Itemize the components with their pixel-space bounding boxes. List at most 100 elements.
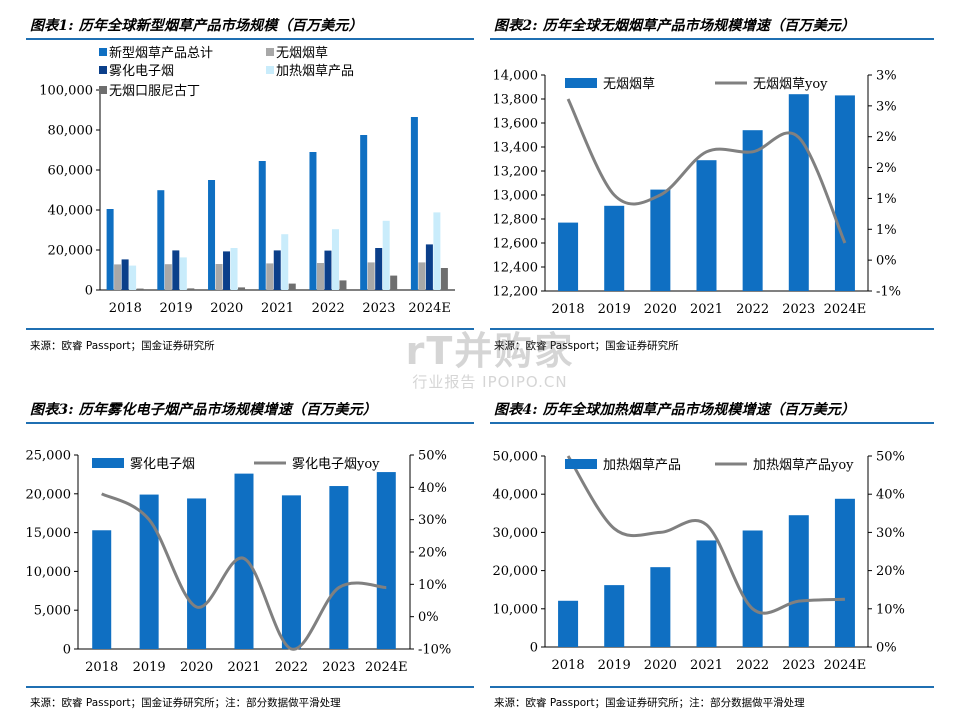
- chart2-y2tick-label: 2%: [876, 130, 897, 145]
- chart4-y2tick-label: 10%: [876, 602, 905, 617]
- chart3-ytick-label: 10,000: [26, 565, 72, 580]
- chart3-xtick-label: 2022: [275, 660, 308, 675]
- chart3-xtick-label: 2018: [85, 660, 118, 675]
- chart2-legend-bar-label: 无烟烟草: [603, 77, 655, 92]
- chart4-legend-bar-swatch: [565, 459, 597, 469]
- chart1-bar-4: [390, 275, 398, 290]
- panel2-source: 来源：欧睿 Passport；国金证券研究所: [494, 340, 679, 352]
- chart4-ytick-label: 10,000: [493, 602, 539, 617]
- chart2-xtick-label: 2022: [736, 302, 769, 317]
- panel1-title: 图表1: 历年全球新型烟草产品市场规模（百万美元）: [30, 18, 363, 34]
- chart4-xtick-label: 2024E: [824, 658, 867, 673]
- chart1-ytick-label: 60,000: [48, 164, 94, 179]
- chart4-y2tick-label: 50%: [876, 450, 905, 465]
- chart1-bar-2: [172, 250, 180, 290]
- chart2-ytick-label: 12,400: [493, 261, 539, 276]
- chart1-bar-1: [367, 262, 375, 290]
- chart4-y2tick-label: 40%: [876, 488, 905, 503]
- chart2-xtick-label: 2021: [690, 302, 723, 317]
- chart1-bar-3: [230, 248, 238, 290]
- chart4-bar: [558, 600, 579, 647]
- chart2-bar: [742, 130, 763, 291]
- chart4-xtick-label: 2018: [552, 658, 585, 673]
- panel1-source-rule: [26, 328, 474, 330]
- panel3-source-rule: [26, 686, 474, 688]
- chart2-y2tick-label: 3%: [876, 99, 897, 114]
- chart1-bar-1: [215, 264, 223, 290]
- chart1-ytick-label: 80,000: [48, 124, 94, 139]
- chart3-y2tick-label: -10%: [418, 643, 451, 658]
- chart3-legend-bar-label: 雾化电子烟: [130, 457, 195, 472]
- chart4-yoy-line: [566, 455, 845, 615]
- chart3-y2tick-label: 20%: [418, 546, 447, 561]
- chart2-ytick-label: 13,400: [493, 141, 539, 156]
- chart2-bar: [834, 95, 855, 292]
- chart2-ytick-label: 12,800: [493, 213, 539, 228]
- chart1-bar-0: [208, 180, 216, 290]
- panel1-title-rule: [26, 38, 474, 40]
- chart1-legend-swatch-3: [266, 66, 274, 74]
- panel1-source: 来源：欧睿 Passport；国金证券研究所: [30, 340, 215, 352]
- chart3-bar: [92, 530, 112, 649]
- chart1-bar-0: [106, 209, 114, 290]
- chart2-xtick-label: 2024E: [824, 302, 867, 317]
- chart1-bar-1: [266, 263, 274, 290]
- chart1-xtick-label: 2020: [210, 301, 243, 316]
- chart3-xtick-label: 2020: [180, 660, 213, 675]
- chart1-bar-1: [316, 263, 324, 290]
- chart2-y2tick-label: 1%: [876, 223, 897, 238]
- chart1-bar-1: [114, 264, 122, 290]
- chart4-y2tick-label: 0%: [876, 641, 897, 656]
- chart3-bar: [329, 486, 349, 649]
- panel3-title: 图表3: 历年雾化电子烟产品市场规模增速（百万美元）: [30, 402, 377, 418]
- chart1-bar-4: [339, 280, 347, 290]
- chart2-bar: [650, 189, 671, 291]
- chart3-bar: [376, 472, 396, 649]
- chart1-bar-4: [238, 287, 246, 290]
- chart4-legend-line-label: 加热烟草产品yoy: [753, 458, 854, 473]
- chart3-ytick-label: 25,000: [26, 449, 72, 464]
- chart2-group: [541, 74, 872, 292]
- chart1-bar-3: [281, 234, 289, 290]
- chart2-y2tick-label: -1%: [876, 285, 901, 300]
- panel2-source-rule: [490, 328, 934, 330]
- chart1-bar-4: [440, 268, 448, 290]
- chart2-bar: [696, 160, 717, 291]
- chart1-legend-label-4: 无烟口服尼古丁: [109, 84, 200, 99]
- chart2-xtick-label: 2023: [782, 302, 815, 317]
- chart4-ytick-label: 0: [530, 641, 538, 656]
- chart1-bar-0: [410, 117, 418, 290]
- chart4-ytick-label: 20,000: [493, 564, 539, 579]
- panel2-title-rule: [490, 38, 934, 40]
- panel4-title: 图表4: 历年全球加热烟草产品市场规模增速（百万美元）: [494, 402, 856, 418]
- chart2-ytick-label: 13,600: [493, 117, 539, 132]
- chart2-bar: [604, 205, 625, 291]
- chart1-legend-label-0: 新型烟草产品总计: [109, 45, 213, 61]
- chart2-y2tick-label: 0%: [876, 254, 897, 269]
- chart4-xtick-label: 2021: [690, 658, 723, 673]
- chart4-ytick-label: 40,000: [493, 488, 539, 503]
- chart1-legend-swatch-2: [99, 66, 107, 74]
- chart3-y2tick-label: 0%: [418, 610, 439, 625]
- chart4-bar: [834, 498, 855, 647]
- chart4-y2tick-label: 30%: [876, 526, 905, 541]
- chart4-bar: [788, 515, 809, 647]
- panel3-source: 来源：欧睿 Passport；国金证券研究所；注：部分数据做平滑处理: [30, 697, 341, 709]
- chart1-bar-2: [425, 244, 433, 290]
- chart1-ytick-label: 20,000: [48, 244, 94, 259]
- chart2-bar: [558, 222, 579, 291]
- chart1-bar-3: [382, 220, 390, 290]
- chart4-xtick-label: 2023: [782, 658, 815, 673]
- chart3-group: [74, 454, 414, 651]
- chart1-bar-2: [375, 248, 383, 290]
- chart3-bar: [281, 495, 301, 649]
- chart2-xtick-label: 2020: [644, 302, 677, 317]
- chart2-y2tick-label: 1%: [876, 192, 897, 207]
- chart2-ytick-label: 12,600: [493, 237, 539, 252]
- chart1-bar-2: [121, 259, 129, 290]
- chart1-bar-3: [433, 212, 441, 290]
- chart1-xtick-label: 2021: [261, 301, 294, 316]
- panel4-source-rule: [490, 686, 934, 688]
- chart1-bar-0: [360, 135, 368, 290]
- chart2-legend-bar-swatch: [565, 78, 597, 88]
